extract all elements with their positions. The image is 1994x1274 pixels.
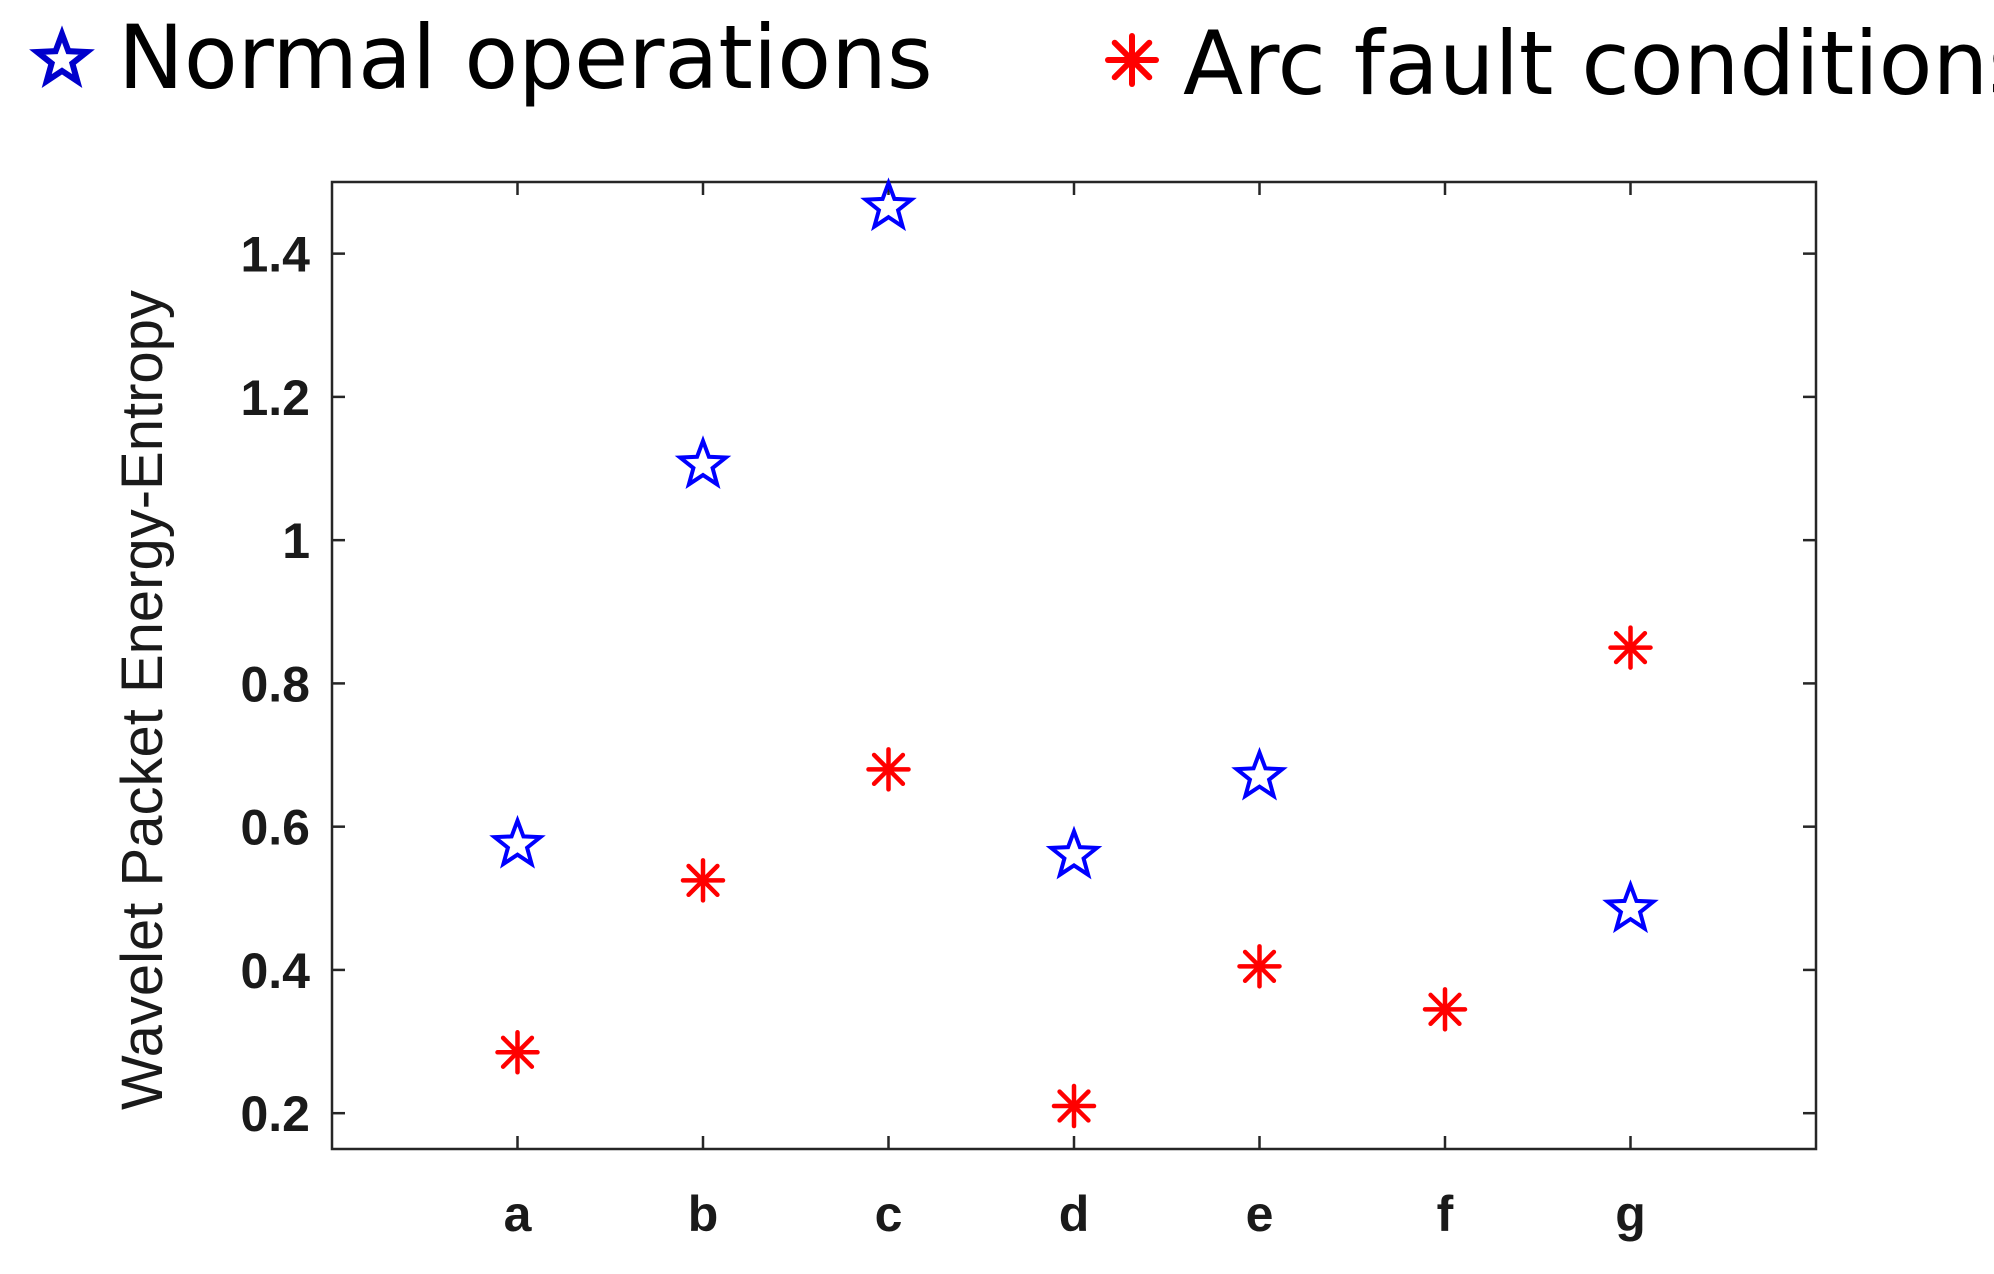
x-tick-label: e xyxy=(1246,1186,1274,1242)
plot-area-frame xyxy=(330,180,1818,1151)
normal-operation-point xyxy=(674,435,732,489)
x-tick-label: f xyxy=(1437,1186,1454,1242)
x-tick-label: a xyxy=(504,1186,533,1242)
legend-label-fault: Arc fault conditions xyxy=(1183,12,1994,115)
arc-fault-point xyxy=(1237,944,1282,989)
y-tick-label: 0.2 xyxy=(240,1086,310,1142)
y-axis-label: Wavelet Packet Energy-Entropy xyxy=(110,290,175,1110)
legend-asterisk-shape xyxy=(1105,33,1159,87)
arc-fault-point xyxy=(1051,1083,1097,1129)
arc-fault-point xyxy=(1422,987,1468,1032)
legend-asterisk-icon xyxy=(1105,33,1159,87)
axis-ticks xyxy=(332,182,1816,1149)
y-tick-label: 1.4 xyxy=(240,227,310,283)
normal-operation-point xyxy=(860,177,917,232)
legend: Normal operations Arc fault conditions xyxy=(29,6,1994,115)
arc-fault-point xyxy=(495,1030,540,1075)
legend-star-shape xyxy=(29,25,95,88)
normal-operation-point xyxy=(1045,825,1103,880)
normal-operation-point xyxy=(1231,746,1288,801)
arc-fault-point xyxy=(866,747,911,792)
data-markers xyxy=(489,177,1659,1129)
y-tick-label: 0.6 xyxy=(240,800,310,856)
normal-operation-point xyxy=(1602,879,1659,934)
x-tick-label: c xyxy=(875,1186,903,1242)
y-tick-label: 0.8 xyxy=(240,656,310,712)
y-tick-label: 0.4 xyxy=(240,943,310,999)
x-tick-label: d xyxy=(1059,1186,1090,1242)
normal-operation-point xyxy=(489,814,546,869)
y-tick-label: 1 xyxy=(282,513,310,569)
arc-fault-point xyxy=(1608,625,1653,670)
y-axis-tick-labels: 0.2 0.4 0.6 0.8 1 1.2 1.4 xyxy=(240,227,310,1143)
x-tick-label: b xyxy=(688,1186,719,1242)
legend-label-normal: Normal operations xyxy=(118,6,933,109)
arc-fault-point xyxy=(680,858,726,903)
legend-star-icon xyxy=(29,25,95,88)
x-axis-tick-labels: a b c d e f g xyxy=(504,1186,1646,1242)
y-tick-label: 1.2 xyxy=(240,370,310,426)
x-tick-label: g xyxy=(1615,1186,1646,1242)
